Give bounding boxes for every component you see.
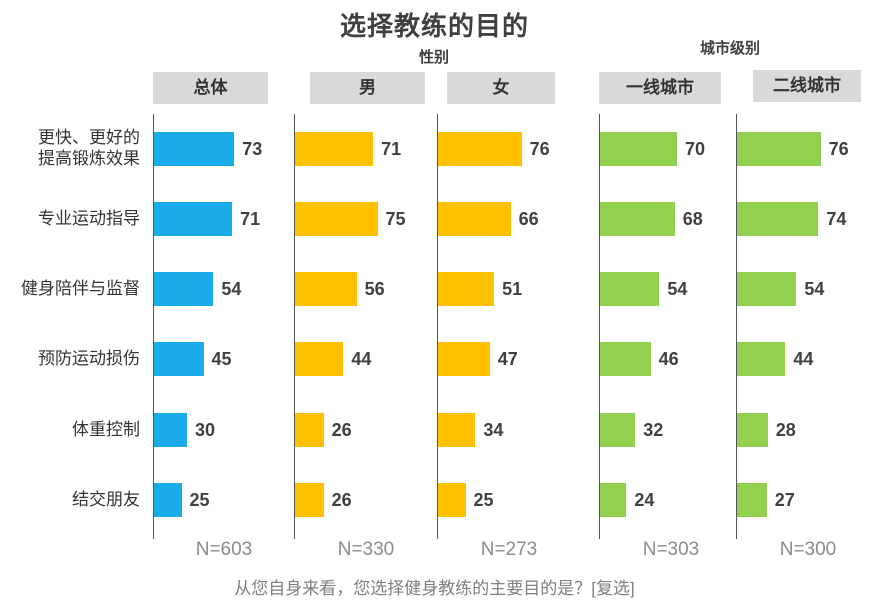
category-label: 健身陪伴与监督 (21, 278, 140, 298)
category-label: 结交朋友 (72, 489, 140, 509)
panel-axis-line (153, 114, 154, 539)
bar (438, 272, 495, 306)
bar (295, 132, 374, 166)
data-label: 74 (826, 209, 847, 229)
data-label: 54 (804, 279, 825, 299)
data-label: 24 (634, 490, 655, 510)
bar (154, 202, 233, 236)
data-label: 73 (242, 139, 263, 159)
bar (737, 342, 786, 376)
bar (737, 272, 797, 306)
data-label: 70 (685, 139, 706, 159)
bar (438, 413, 476, 447)
data-label: 34 (483, 420, 504, 440)
data-label: 44 (793, 349, 814, 369)
data-label: 56 (364, 279, 385, 299)
bar (295, 413, 324, 447)
chart-title: 选择教练的目的 (339, 11, 529, 41)
panel-axis-line (294, 114, 295, 539)
data-label: 27 (774, 490, 795, 510)
bar (295, 342, 344, 376)
bar (737, 413, 768, 447)
panel-header: 总体 (153, 72, 268, 104)
category-label: 体重控制 (72, 419, 140, 439)
data-label: 66 (518, 209, 539, 229)
panel-header: 女 (447, 72, 555, 104)
data-label: 45 (211, 349, 232, 369)
sample-size: N=603 (195, 539, 253, 560)
category-label: 更快、更好的 提高锻炼效果 (38, 128, 140, 168)
sample-size: N=330 (337, 539, 395, 560)
category-label: 专业运动指导 (38, 208, 140, 228)
data-label: 54 (667, 279, 688, 299)
footnote: 从您自身来看，您选择健身教练的主要目的是？[复选] (234, 579, 635, 598)
data-label: 68 (682, 209, 703, 229)
category-label: 预防运动损伤 (38, 348, 140, 368)
bar (600, 483, 627, 517)
data-label: 32 (643, 420, 664, 440)
data-label: 46 (658, 349, 679, 369)
data-label: 71 (381, 139, 402, 159)
panel-axis-line (599, 114, 600, 539)
sample-size: N=273 (480, 539, 538, 560)
data-label: 54 (221, 279, 242, 299)
data-label: 25 (189, 490, 210, 510)
bar (600, 413, 636, 447)
data-label: 28 (775, 420, 796, 440)
bar (295, 202, 378, 236)
data-label: 71 (240, 209, 261, 229)
data-label: 44 (351, 349, 372, 369)
data-label: 25 (473, 490, 494, 510)
bar (600, 202, 675, 236)
bar (295, 272, 357, 306)
bar (154, 413, 187, 447)
bar (600, 342, 651, 376)
data-label: 30 (195, 420, 216, 440)
bar (438, 202, 511, 236)
group-label-city: 城市级别 (700, 40, 761, 57)
bar (438, 132, 522, 166)
bar (438, 483, 466, 517)
data-label: 26 (331, 490, 352, 510)
bar (154, 483, 182, 517)
data-label: 76 (529, 139, 550, 159)
data-label: 26 (331, 420, 352, 440)
panel-header: 二线城市 (753, 70, 861, 102)
panel-header: 男 (310, 72, 425, 104)
data-label: 51 (502, 279, 523, 299)
bar (154, 342, 204, 376)
data-label: 76 (828, 139, 849, 159)
panel-axis-line (736, 114, 737, 539)
bar (737, 202, 819, 236)
panel-header: 一线城市 (599, 72, 721, 104)
bar (295, 483, 324, 517)
sample-size: N=300 (779, 539, 837, 560)
bar (737, 132, 821, 166)
bar (600, 272, 660, 306)
group-label-gender: 性别 (419, 49, 450, 66)
bar (737, 483, 767, 517)
bar (154, 132, 235, 166)
data-label: 75 (385, 209, 406, 229)
bar (438, 342, 490, 376)
panel-axis-line (437, 114, 438, 539)
data-label: 47 (497, 349, 518, 369)
sample-size: N=303 (642, 539, 700, 560)
bar (154, 272, 214, 306)
bar (600, 132, 677, 166)
